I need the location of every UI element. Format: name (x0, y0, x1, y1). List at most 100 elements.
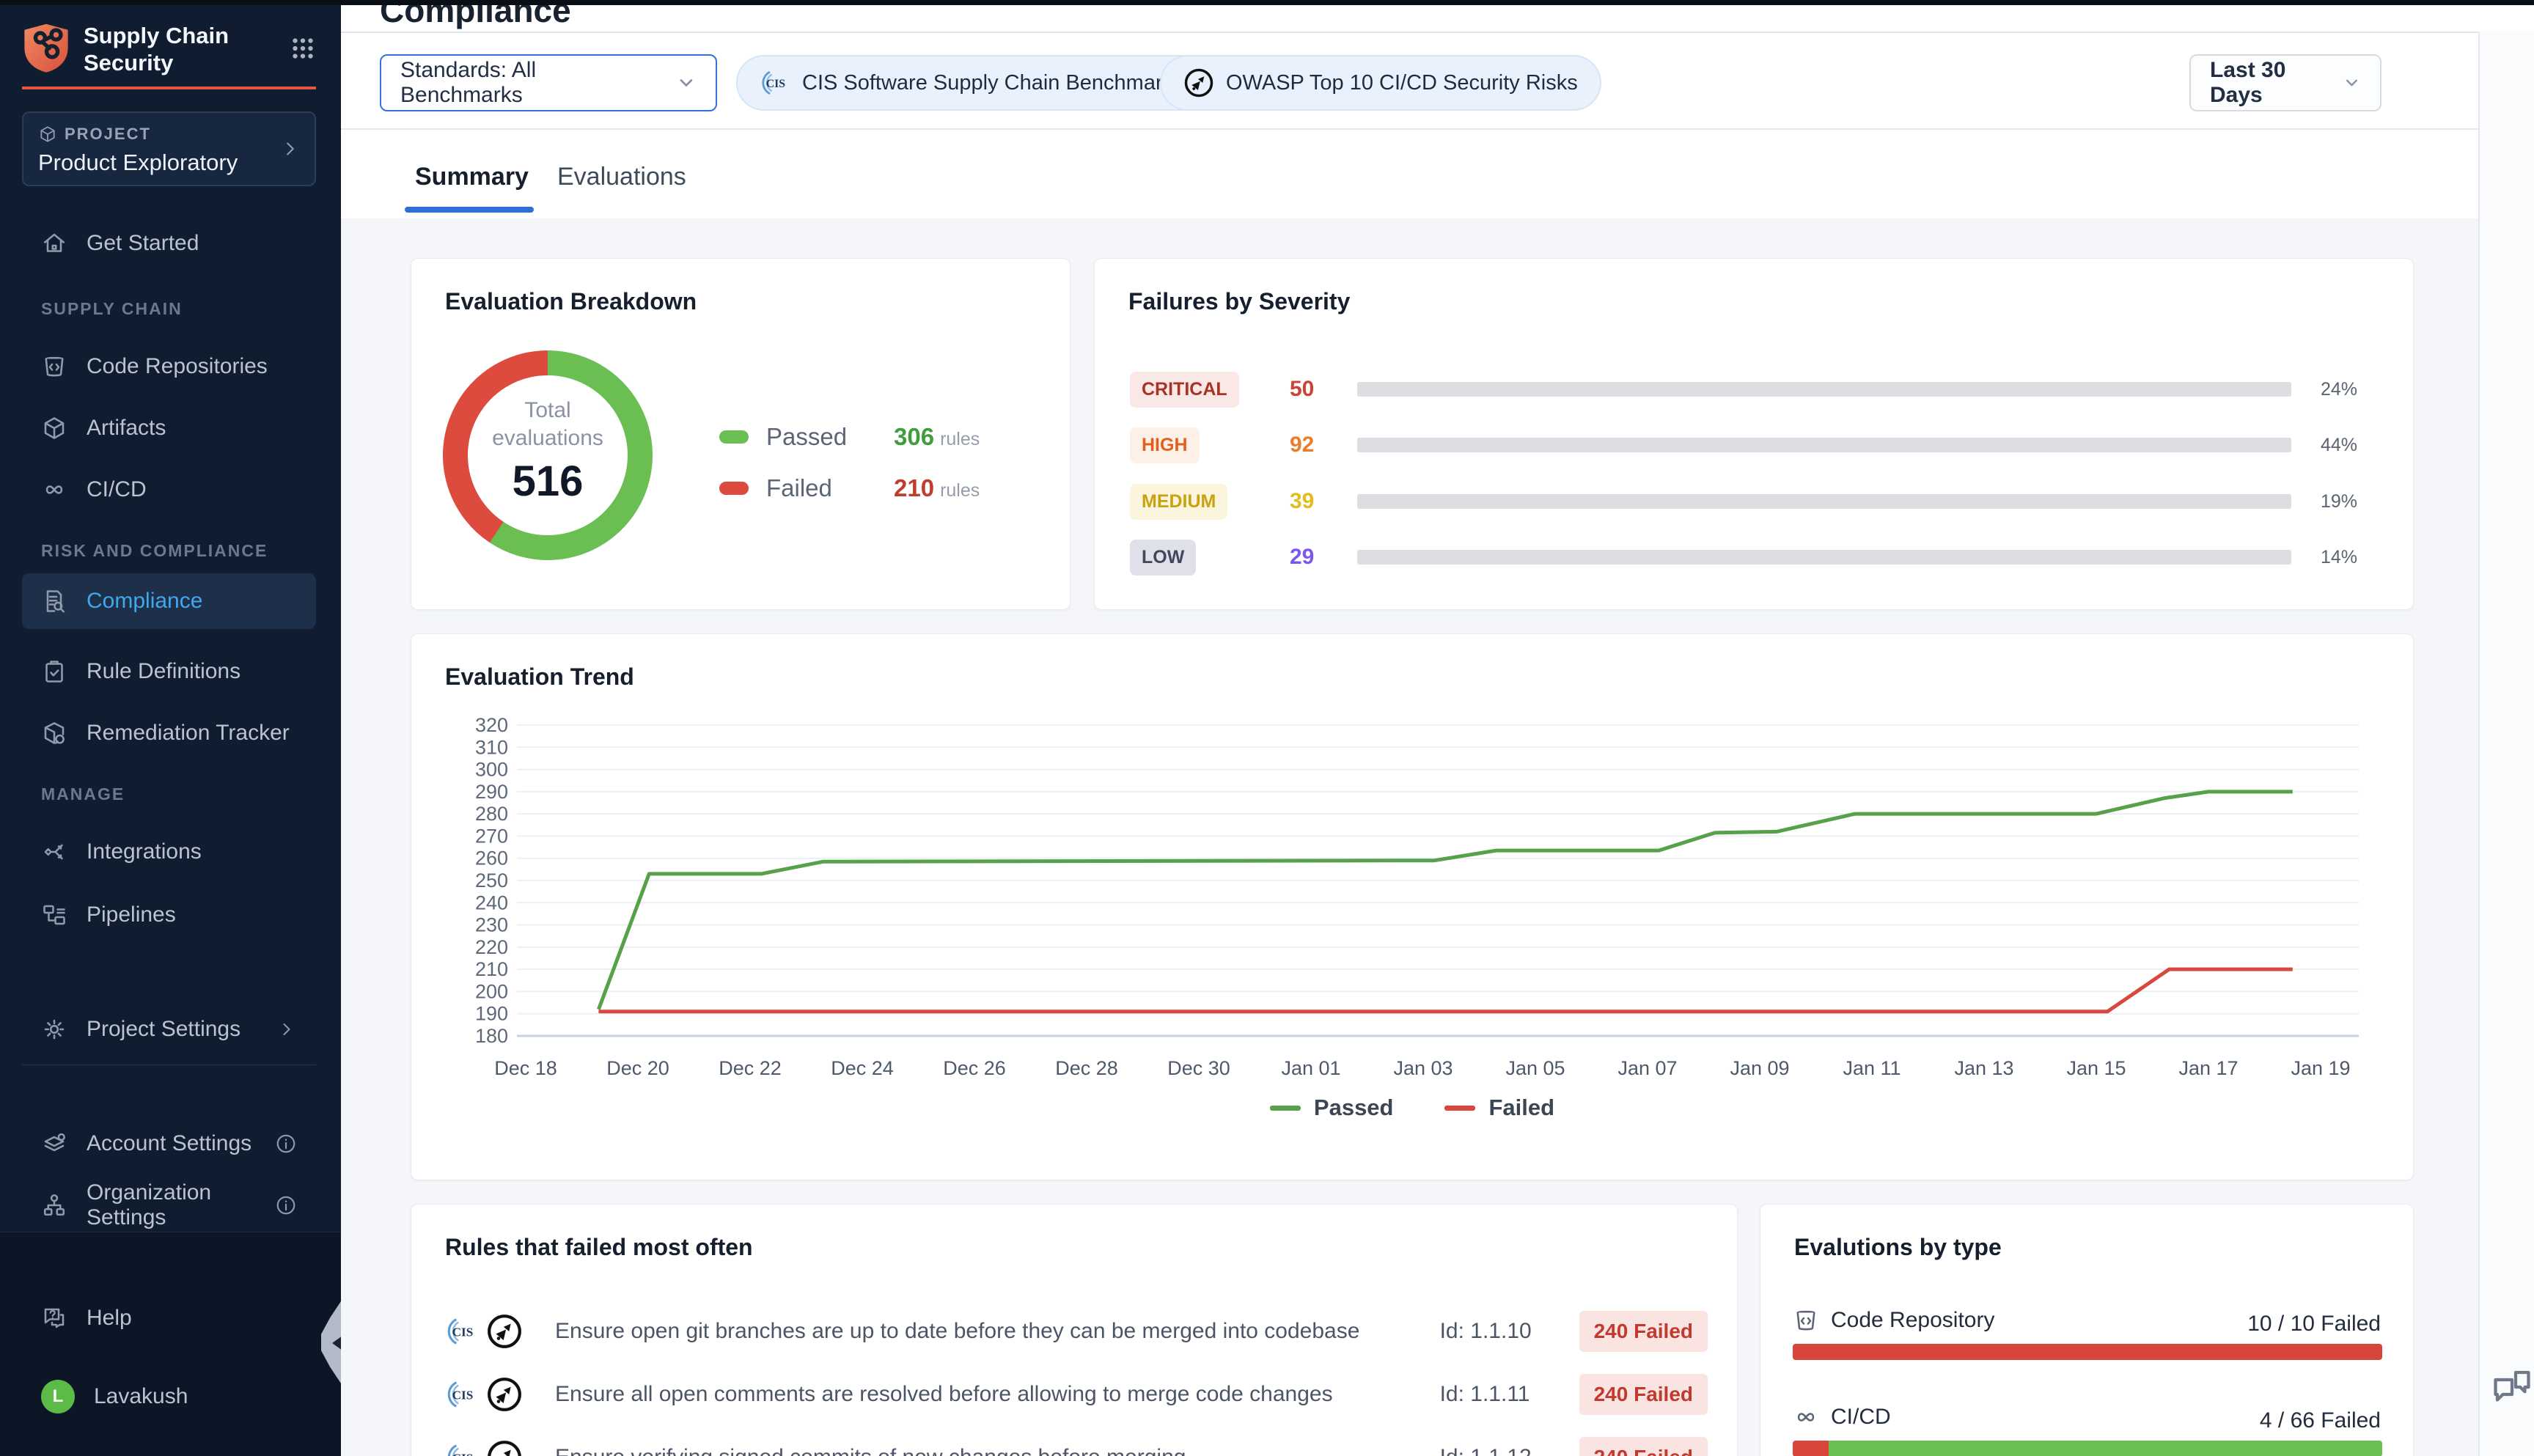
evaluation-trend-line-chart: 1801902002102202302402502602702802903003… (423, 705, 2403, 1086)
cis-logo-icon: CIS (760, 67, 790, 98)
chip-label: OWASP Top 10 CI/CD Security Risks (1226, 71, 1578, 95)
sidebar-item-rule-definitions[interactable]: Rule Definitions (22, 648, 316, 695)
active-tab-indicator (405, 207, 534, 213)
svg-text:Jan 05: Jan 05 (1505, 1057, 1565, 1079)
severity-count: 39 (1290, 489, 1314, 514)
benchmark-chip-owasp[interactable]: OWASP Top 10 CI/CD Security Risks (1160, 55, 1601, 111)
gear-icon (41, 1016, 67, 1043)
severity-row-high: HIGH 92 44% (1130, 427, 2378, 463)
project-selector[interactable]: PROJECT Product Exploratory (22, 111, 316, 186)
svg-text:Dec 24: Dec 24 (831, 1057, 894, 1079)
sidebar-item-label: Integrations (87, 839, 202, 864)
svg-text:320: 320 (475, 714, 508, 736)
cis-logo-icon: CIS (445, 1315, 479, 1348)
svg-text:240: 240 (475, 891, 508, 913)
rule-row[interactable]: CIS Ensure open git branches are up to d… (445, 1300, 1708, 1363)
rule-row[interactable]: CIS Ensure verifying signed commits of n… (445, 1426, 1708, 1456)
window-top-strip (0, 0, 2534, 5)
severity-bar (1357, 382, 2291, 397)
sidebar-user[interactable]: L Lavakush (22, 1373, 316, 1420)
sidebar-item-help[interactable]: Help (22, 1295, 316, 1342)
sidebar-item-remediation-tracker[interactable]: Remediation Tracker (22, 710, 316, 757)
legend-failed: Failed 210rules (719, 474, 980, 502)
sidebar-section-manage: MANAGE (41, 784, 125, 804)
severity-percent: 19% (2321, 491, 2357, 512)
rule-row[interactable]: CIS Ensure all open comments are resolve… (445, 1363, 1708, 1426)
trend-legend: Passed Failed (411, 1095, 2413, 1121)
svg-text:250: 250 (475, 869, 508, 891)
sidebar-item-artifacts[interactable]: Artifacts (22, 405, 316, 452)
sidebar-item-label: CI/CD (87, 477, 147, 502)
sidebar-item-organization-settings[interactable]: Organization Settings (22, 1182, 316, 1229)
avatar: L (41, 1380, 75, 1413)
tab-evaluations[interactable]: Evaluations (557, 163, 686, 191)
svg-text:Dec 26: Dec 26 (943, 1057, 1006, 1079)
app-switcher-icon[interactable] (290, 35, 316, 62)
support-chat-icon[interactable] (2490, 1365, 2534, 1409)
help-chat-icon (41, 1305, 67, 1331)
severity-percent: 44% (2321, 435, 2357, 456)
app-title: Supply Chain Security (84, 22, 229, 76)
tab-summary[interactable]: Summary (415, 163, 529, 191)
card-title: Evaluation Trend (445, 663, 634, 691)
svg-text:Dec 22: Dec 22 (719, 1057, 782, 1079)
sidebar-item-get-started[interactable]: Get Started (22, 220, 316, 267)
type-failed-ratio: 4 / 66 Failed (2260, 1408, 2381, 1433)
sidebar-item-compliance[interactable]: Compliance (22, 573, 316, 629)
failed-swatch (719, 482, 749, 495)
type-row-code-repository: Code Repository (1793, 1307, 1994, 1334)
sidebar-item-pipelines[interactable]: Pipelines (22, 891, 316, 938)
project-label: PROJECT (65, 125, 151, 144)
shield-logo-icon (22, 22, 70, 73)
svg-text:270: 270 (475, 825, 508, 847)
sidebar-section-supply-chain: SUPPLY CHAIN (41, 299, 183, 319)
svg-text:CIS: CIS (766, 78, 786, 90)
rule-id: Id: 1.1.11 (1440, 1382, 1579, 1407)
sidebar-item-label: Organization Settings (87, 1180, 256, 1230)
svg-text:Jan 07: Jan 07 (1617, 1057, 1677, 1079)
sidebar-item-label: Artifacts (87, 416, 166, 441)
org-gear-icon (41, 1192, 67, 1218)
sidebar-item-cicd[interactable]: CI/CD (22, 466, 316, 513)
severity-row-critical: CRITICAL 50 24% (1130, 372, 2378, 407)
severity-count: 50 (1290, 377, 1314, 402)
sidebar-item-label: Rule Definitions (87, 659, 240, 684)
svg-text:Dec 20: Dec 20 (606, 1057, 669, 1079)
severity-bar (1357, 550, 2291, 565)
standards-filter-value: Standards: All Benchmarks (400, 58, 663, 108)
rule-id: Id: 1.1.12 (1440, 1445, 1579, 1456)
sidebar-item-label: Code Repositories (87, 354, 268, 379)
severity-bar (1357, 438, 2291, 452)
sidebar-item-label: Pipelines (87, 902, 176, 927)
svg-text:Jan 01: Jan 01 (1281, 1057, 1340, 1079)
failed-line-swatch (1444, 1106, 1475, 1111)
chip-label: CIS Software Supply Chain Benchmarks 1.0 (802, 71, 1219, 95)
date-range-value: Last 30 Days (2210, 58, 2329, 108)
failed-count-badge: 240 Failed (1579, 1374, 1708, 1415)
severity-count: 92 (1290, 433, 1314, 457)
sidebar-item-project-settings[interactable]: Project Settings (22, 1006, 316, 1053)
info-icon[interactable] (275, 1133, 297, 1155)
standards-filter-select[interactable]: Standards: All Benchmarks (380, 54, 717, 111)
info-icon[interactable] (275, 1194, 297, 1216)
card-title: Rules that failed most often (445, 1234, 753, 1261)
sidebar-item-code-repositories[interactable]: Code Repositories (22, 343, 316, 390)
sidebar-item-integrations[interactable]: Integrations (22, 828, 316, 875)
layers-gear-icon (41, 1130, 67, 1157)
code-repo-icon (1793, 1307, 1819, 1334)
svg-text:Dec 30: Dec 30 (1167, 1057, 1230, 1079)
date-range-select[interactable]: Last 30 Days (2189, 54, 2381, 111)
sidebar-item-account-settings[interactable]: Account Settings (22, 1120, 316, 1167)
failures-by-severity-card: Failures by Severity CRITICAL 50 24% HIG… (1094, 258, 2414, 610)
owasp-logo-icon (486, 1313, 523, 1350)
svg-text:190: 190 (475, 1003, 508, 1025)
cis-logo-icon: CIS (445, 1441, 479, 1456)
filters-divider (341, 128, 2534, 130)
clipboard-check-icon (41, 658, 67, 685)
sidebar-item-label: Remediation Tracker (87, 721, 290, 746)
rule-id: Id: 1.1.10 (1440, 1319, 1579, 1344)
svg-text:CIS: CIS (452, 1389, 474, 1402)
cis-logo-icon: CIS (445, 1378, 479, 1411)
failed-count-badge: 240 Failed (1579, 1311, 1708, 1352)
svg-text:220: 220 (475, 936, 508, 958)
